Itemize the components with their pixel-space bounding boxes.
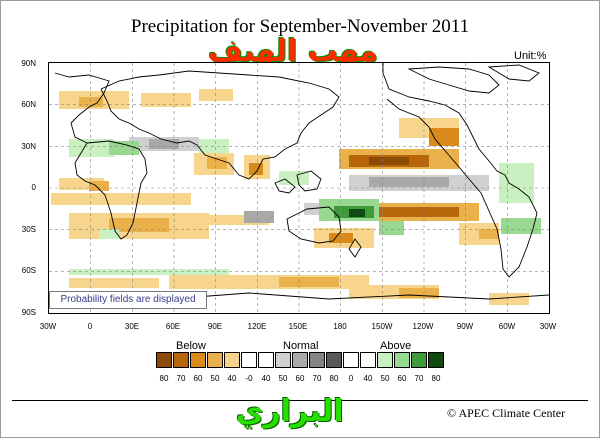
legend-value-label: 40 xyxy=(227,374,237,383)
legend-value-label: 80 xyxy=(159,374,169,383)
lon-label-150e: 150E xyxy=(288,322,308,331)
legend-value-label: 40 xyxy=(363,374,373,383)
lat-label-90s: 90S xyxy=(21,308,36,317)
credit-text: © APEC Climate Center xyxy=(447,406,566,420)
legend-value-label: 80 xyxy=(329,374,339,383)
watermark-bottom: البراري xyxy=(236,394,344,429)
lat-label-30n: 30N xyxy=(21,142,36,151)
legend-swatch xyxy=(241,352,257,368)
legend-value-label: 0 xyxy=(348,374,354,383)
map-title: Precipitation for September-November 201… xyxy=(130,16,470,37)
legend-value-label: 50 xyxy=(210,374,220,383)
lat-label-30s: 30S xyxy=(21,225,36,234)
legend-value-label: 60 xyxy=(193,374,203,383)
legend-group-normal: Normal xyxy=(283,340,319,352)
legend-swatch xyxy=(258,352,274,368)
legend-value-label: 70 xyxy=(414,374,424,383)
legend-group-below: Below xyxy=(176,340,206,352)
lon-label-150w: 150W xyxy=(371,322,393,331)
legend-group-above: Above xyxy=(380,340,412,352)
legend-swatch xyxy=(411,352,427,368)
legend-value-label: 70 xyxy=(176,374,186,383)
lon-label-90w: 90W xyxy=(456,322,474,331)
legend-swatch xyxy=(360,352,376,368)
legend-swatch xyxy=(394,352,410,368)
legend-value-label: 70 xyxy=(312,374,322,383)
lon-label-60e: 60E xyxy=(165,322,181,331)
lon-label-90e: 90E xyxy=(207,322,223,331)
legend-value-label: 80 xyxy=(431,374,441,383)
bottom-rule xyxy=(12,400,588,401)
legend-swatch xyxy=(428,352,444,368)
lon-label-120e: 120E xyxy=(247,322,267,331)
legend-swatch xyxy=(309,352,325,368)
legend-swatch xyxy=(207,352,223,368)
legend-value-label: 60 xyxy=(397,374,407,383)
unit-label: Unit:% xyxy=(514,50,547,62)
probability-caption: Probability fields are displayed xyxy=(49,291,207,309)
legend-swatch xyxy=(173,352,189,368)
legend-swatch xyxy=(190,352,206,368)
lon-label-60w: 60W xyxy=(498,322,516,331)
lon-label-180: 180 xyxy=(333,322,347,331)
legend-value-label: 40 xyxy=(261,374,271,383)
legend-value-label: 60 xyxy=(295,374,305,383)
legend-swatch xyxy=(377,352,393,368)
legend-swatch xyxy=(343,352,359,368)
legend-swatch xyxy=(224,352,240,368)
precipitation-map xyxy=(48,62,550,314)
lat-label-90n: 90N xyxy=(21,59,36,68)
lon-label-0: 0 xyxy=(87,322,93,331)
legend-swatch xyxy=(292,352,308,368)
lon-label-30w: 30W xyxy=(39,322,57,331)
map-svg xyxy=(49,63,549,313)
legend-swatch xyxy=(275,352,291,368)
legend-swatch xyxy=(156,352,172,368)
legend-swatch xyxy=(326,352,342,368)
legend-value-label: 50 xyxy=(380,374,390,383)
lon-label-120w: 120W xyxy=(412,322,434,331)
graticule xyxy=(49,63,549,313)
below-normal-fields xyxy=(51,89,529,305)
lon-label-30e: 30E xyxy=(124,322,140,331)
lat-label-60n: 60N xyxy=(21,100,36,109)
legend-value-label: 50 xyxy=(278,374,288,383)
lat-label-60s: 60S xyxy=(21,266,36,275)
lat-label-0: 0 xyxy=(31,183,36,192)
legend-value-label: -0 xyxy=(245,374,253,383)
lon-label-30w-east: 30W xyxy=(539,322,557,331)
